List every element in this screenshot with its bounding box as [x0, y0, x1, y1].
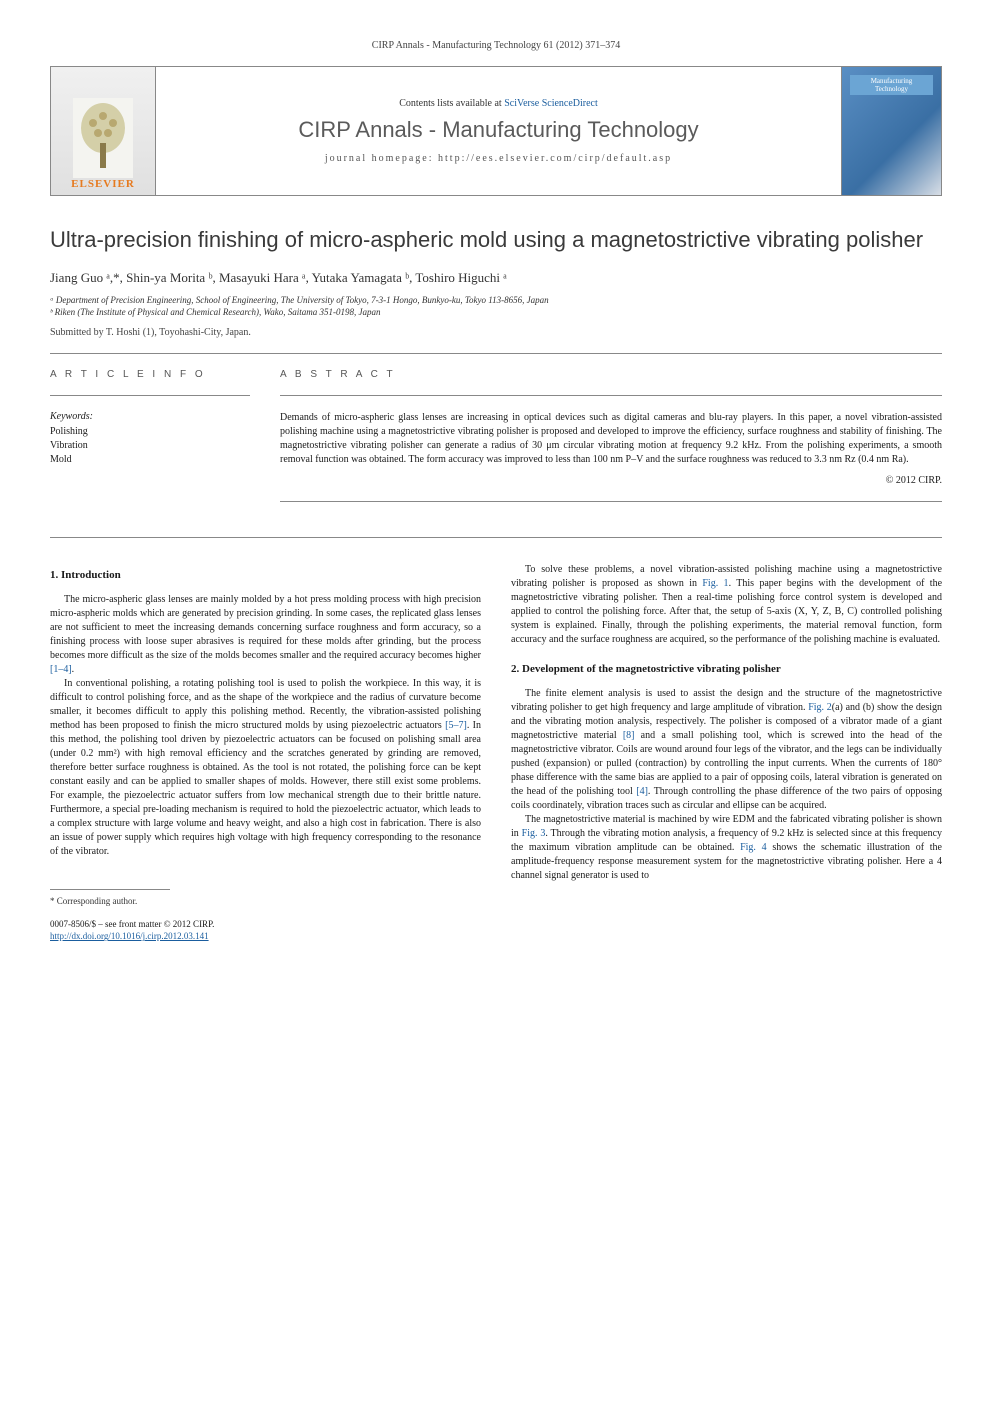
banner-center: Contents lists available at SciVerse Sci…: [156, 67, 841, 195]
fig-link[interactable]: Fig. 3: [522, 828, 546, 839]
fig-link[interactable]: Fig. 2: [808, 702, 832, 713]
copyright: © 2012 CIRP.: [280, 475, 942, 486]
divider: [280, 395, 942, 396]
right-column: To solve these problems, a novel vibrati…: [511, 563, 942, 943]
publisher-name: ELSEVIER: [71, 178, 135, 190]
doi-block: 0007-8506/$ – see front matter © 2012 CI…: [50, 918, 481, 943]
keywords-label: Keywords:: [50, 411, 250, 422]
journal-homepage: journal homepage: http://ees.elsevier.co…: [325, 153, 672, 164]
ref-link[interactable]: [4]: [636, 786, 648, 797]
keyword: Mold: [50, 453, 250, 467]
info-abstract-row: A R T I C L E I N F O Keywords: Polishin…: [50, 369, 942, 517]
affiliation-a: ᵃ Department of Precision Engineering, S…: [50, 294, 942, 307]
section-heading-intro: 1. Introduction: [50, 568, 481, 583]
keyword: Polishing: [50, 425, 250, 439]
fig-link[interactable]: Fig. 1: [702, 578, 728, 589]
abstract-column: A B S T R A C T Demands of micro-aspheri…: [280, 369, 942, 517]
dev-p2: The magnetostrictive material is machine…: [511, 813, 942, 883]
cover-label: Manufacturing Technology: [850, 75, 933, 95]
journal-cover-thumb: Manufacturing Technology: [841, 67, 941, 195]
abstract-text: Demands of micro-aspheric glass lenses a…: [280, 411, 942, 467]
intro-p2: In conventional polishing, a rotating po…: [50, 677, 481, 859]
divider: [50, 395, 250, 396]
publisher-logo: ELSEVIER: [51, 67, 156, 195]
affiliations: ᵃ Department of Precision Engineering, S…: [50, 294, 942, 319]
divider: [50, 353, 942, 354]
sciencedirect-link[interactable]: SciVerse ScienceDirect: [504, 98, 598, 109]
submitted-by: Submitted by T. Hoshi (1), Toyohashi-Cit…: [50, 327, 942, 338]
contents-text: Contents lists available at: [399, 98, 504, 109]
article-title: Ultra-precision finishing of micro-asphe…: [50, 226, 942, 255]
keyword: Vibration: [50, 439, 250, 453]
front-matter-line: 0007-8506/$ – see front matter © 2012 CI…: [50, 918, 481, 931]
section-heading-development: 2. Development of the magnetostrictive v…: [511, 662, 942, 677]
ref-link[interactable]: [1–4]: [50, 664, 72, 675]
journal-banner: ELSEVIER Contents lists available at Sci…: [50, 66, 942, 196]
divider: [50, 537, 942, 538]
authors-list: Jiang Guo ᵃ,*, Shin-ya Morita ᵇ, Masayuk…: [50, 270, 942, 286]
doi-link[interactable]: http://dx.doi.org/10.1016/j.cirp.2012.03…: [50, 931, 209, 941]
ref-link[interactable]: [8]: [623, 730, 635, 741]
intro-p1: The micro-aspheric glass lenses are main…: [50, 593, 481, 677]
abstract-heading: A B S T R A C T: [280, 369, 942, 380]
ref-link[interactable]: [5–7]: [445, 720, 467, 731]
footnote-separator: [50, 889, 170, 890]
article-info: A R T I C L E I N F O Keywords: Polishin…: [50, 369, 250, 517]
intro-p3: To solve these problems, a novel vibrati…: [511, 563, 942, 647]
left-column: 1. Introduction The micro-aspheric glass…: [50, 563, 481, 943]
elsevier-tree-icon: [73, 98, 133, 178]
fig-link[interactable]: Fig. 4: [740, 842, 767, 853]
divider: [280, 501, 942, 502]
corresponding-author-footnote: * Corresponding author.: [50, 895, 481, 908]
affiliation-b: ᵇ Riken (The Institute of Physical and C…: [50, 306, 942, 319]
body-columns: 1. Introduction The micro-aspheric glass…: [50, 563, 942, 943]
page-header: CIRP Annals - Manufacturing Technology 6…: [50, 40, 942, 51]
dev-p1: The finite element analysis is used to a…: [511, 687, 942, 813]
article-info-heading: A R T I C L E I N F O: [50, 369, 250, 380]
journal-name: CIRP Annals - Manufacturing Technology: [298, 117, 698, 143]
contents-line: Contents lists available at SciVerse Sci…: [399, 98, 598, 109]
